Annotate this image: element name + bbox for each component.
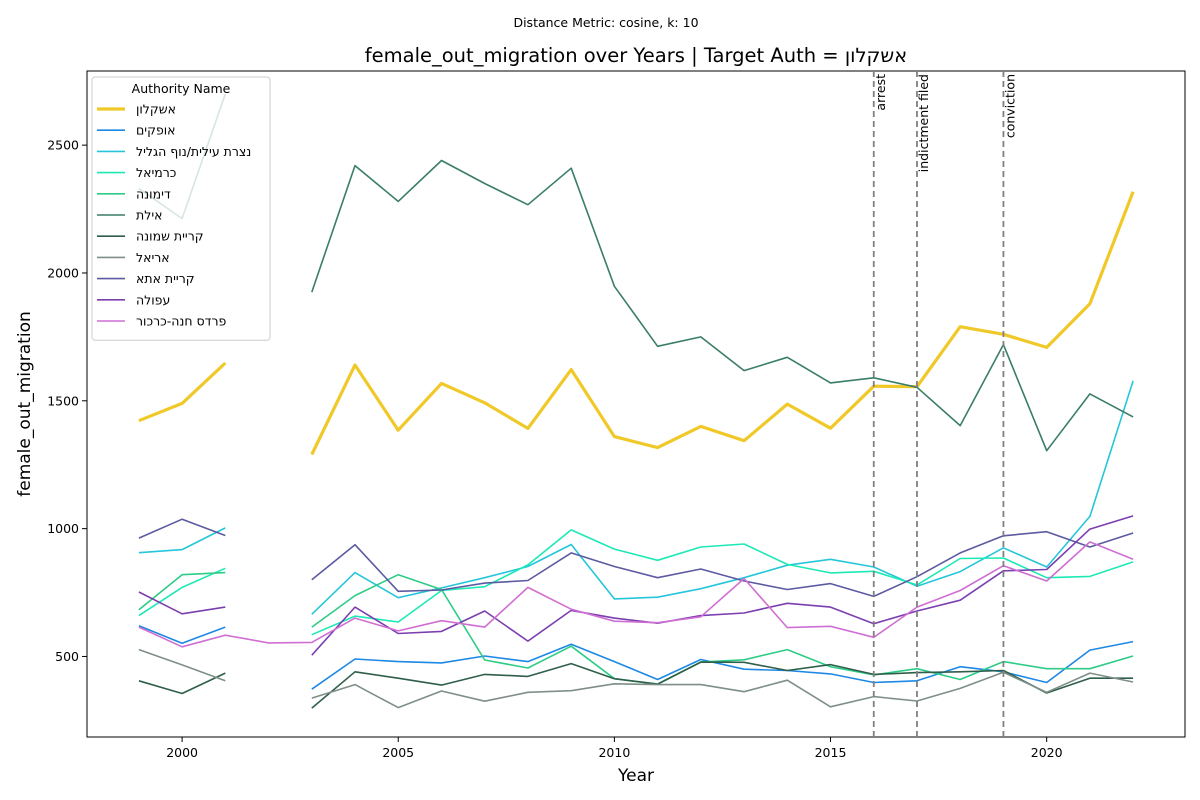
y-tick-label: 2000 [47, 265, 79, 280]
plot-area: 2000 2005 2010 2015 2020 500 1000 1500 2000 2500 a… [47, 70, 1186, 760]
series-line [138, 361, 227, 423]
event-label: arrest [873, 74, 888, 111]
series-line [138, 527, 226, 554]
series-line [138, 567, 226, 617]
y-axis-label: female_out_migration [15, 311, 35, 497]
x-tick-label: 2005 [382, 745, 414, 760]
y-tick-label: 1000 [47, 521, 79, 536]
legend-entry-label: אופקים [136, 123, 176, 138]
series-line [138, 672, 226, 695]
series-line-group [138, 515, 1134, 656]
legend: Authority Name אשקלון אופקים נצרת עילית/נוף… [91, 76, 271, 341]
series-line [311, 530, 1134, 598]
legend-entry-label: עפולה [136, 292, 170, 307]
series-line [138, 518, 226, 539]
y-tick-label: 500 [55, 649, 79, 664]
series-line [311, 661, 1134, 709]
series-line-group [138, 518, 1134, 598]
series-line [138, 591, 226, 615]
x-tick-label: 2000 [166, 745, 198, 760]
plot-frame [86, 70, 1186, 738]
series-line [311, 515, 1134, 656]
series-line-group [138, 529, 1134, 636]
series-line [138, 571, 226, 611]
legend-entry-label: כרמיאל [136, 165, 176, 180]
legend-entry-label: נצרת עילית/נוף הגליל [136, 144, 251, 159]
legend-entry-label: פרדס חנה-כרכור [136, 314, 227, 329]
x-axis-label: Year [617, 766, 654, 786]
legend-title: Authority Name [132, 81, 231, 96]
series-line-group [138, 571, 1134, 685]
series-line [311, 529, 1134, 636]
legend-entry-label: קריית שמונה [136, 229, 204, 244]
event-label: conviction [1002, 74, 1017, 138]
series-line [311, 159, 1134, 452]
y-tick-label: 2500 [47, 138, 79, 153]
legend-entry-label: אילת [136, 208, 162, 223]
legend-entry-label: אשקלון [136, 102, 176, 117]
y-tick-label: 1500 [47, 393, 79, 408]
legend-box [91, 76, 271, 341]
legend-entry-label: קריית אתא [136, 271, 195, 286]
series-line-group [138, 191, 1135, 456]
series-line [138, 625, 226, 645]
series-line-group [138, 648, 1134, 709]
series-line [310, 191, 1135, 456]
series-line-group [138, 93, 1134, 452]
series-line-group [138, 541, 1134, 648]
chart-title: female_out_migration over Years | Target… [365, 44, 907, 67]
x-tick-label: 2010 [598, 745, 630, 760]
series-line [311, 671, 1134, 709]
x-tick-label: 2015 [815, 745, 847, 760]
legend-entry-label: אריאל [136, 250, 170, 265]
event-label: indictment filed [916, 74, 931, 172]
series-line [138, 541, 1134, 648]
chart-suptitle: Distance Metric: cosine, k: 10 [513, 15, 698, 30]
series-line [138, 648, 226, 682]
series-line-group [138, 380, 1134, 615]
x-tick-label: 2020 [1031, 745, 1063, 760]
series-line [311, 573, 1134, 685]
series-line [311, 640, 1134, 690]
series-line [311, 380, 1134, 615]
series-line-group [138, 661, 1134, 709]
legend-entry-label: דימונה [136, 186, 171, 201]
